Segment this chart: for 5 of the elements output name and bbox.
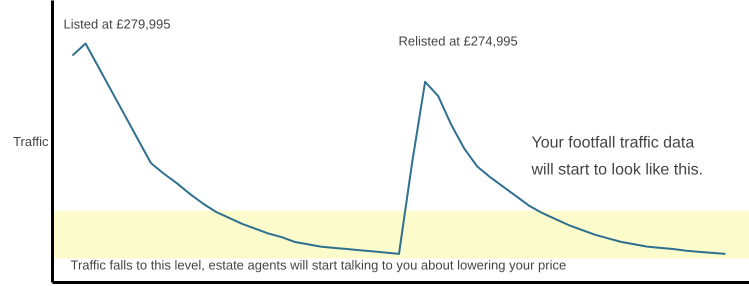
band-label: Traffic falls to this level, estate agents will start talking to you about lowering your price [70, 258, 566, 273]
text: Listed at £279,995 [64, 16, 170, 32]
y-axis-title: Traffic [13, 134, 49, 149]
annotation: Relisted at £274,995 [398, 34, 518, 48]
annotation: Your footfall traffic data will start to look like this. [530, 134, 704, 179]
